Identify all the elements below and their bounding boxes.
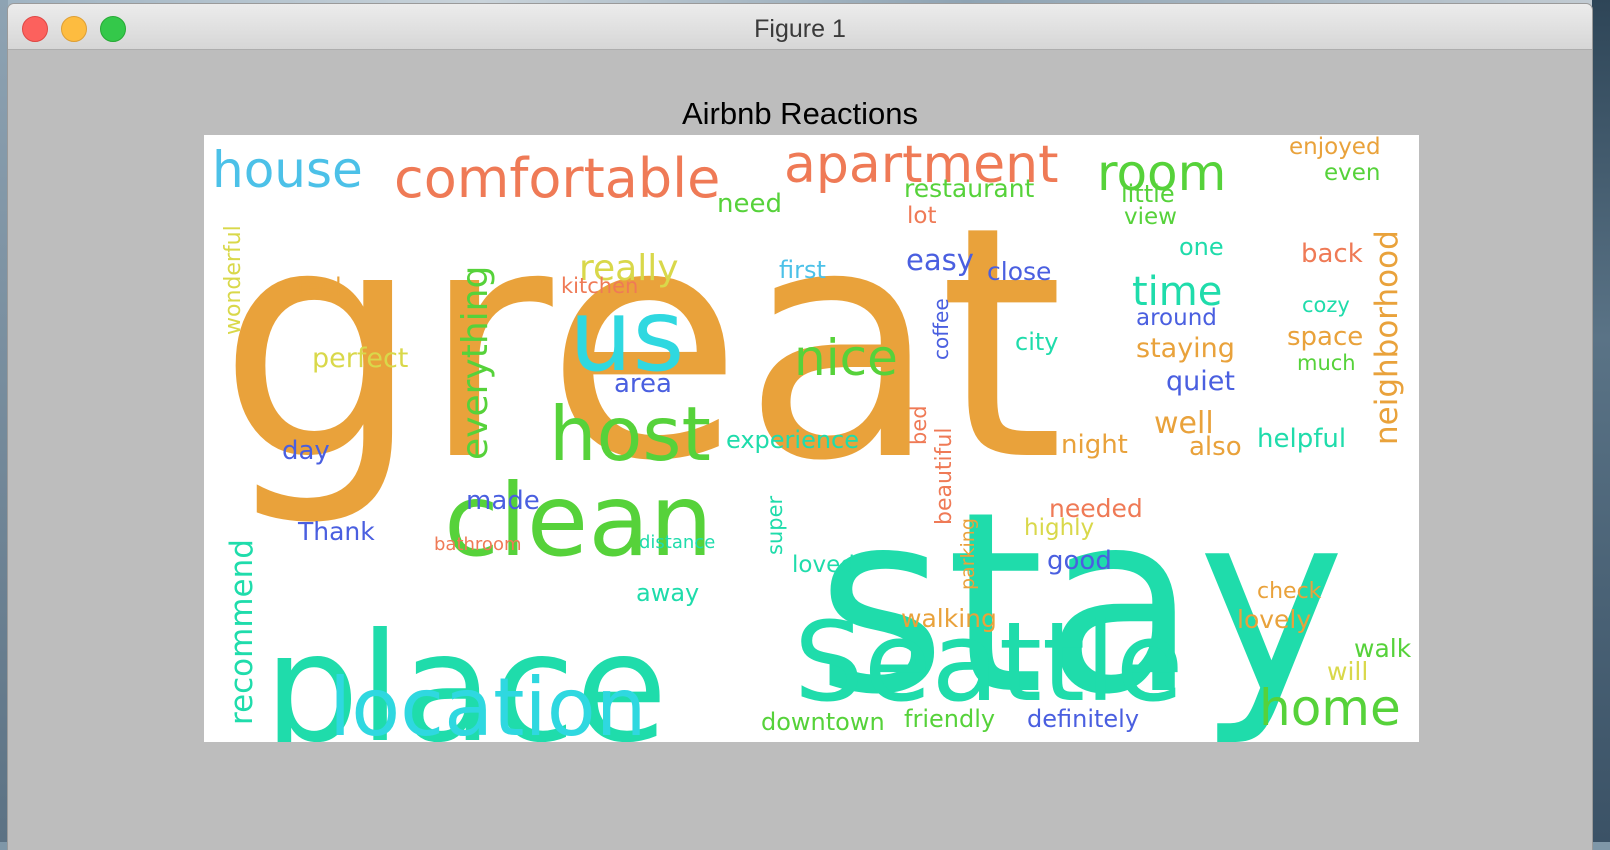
figure-window: Figure 1 Airbnb Reactions great stay place…	[8, 4, 1592, 850]
word-cloud-word: stay	[816, 458, 1345, 742]
word-cloud-word: around	[1136, 305, 1217, 331]
word-cloud-word: close	[987, 257, 1051, 286]
word-cloud-word: also	[1189, 432, 1242, 462]
word-cloud-word: easy	[906, 243, 974, 277]
word-cloud-word: need	[717, 189, 782, 219]
word-cloud-word: walk	[1354, 634, 1412, 663]
title-bar[interactable]: Figure 1	[8, 4, 1592, 50]
word-cloud-word: even	[1324, 160, 1381, 186]
word-cloud-word: away	[636, 579, 699, 607]
word-cloud-word: Thank	[297, 517, 375, 546]
word-cloud-word: apartment	[784, 135, 1059, 195]
word-cloud-word: house	[212, 141, 363, 199]
word-cloud-word: recommend	[224, 539, 260, 725]
close-button[interactable]	[22, 16, 48, 42]
word-cloud-word: much	[1297, 351, 1356, 375]
word-cloud-word: first	[779, 256, 826, 284]
figure-title: Airbnb Reactions	[681, 96, 919, 131]
word-cloud-word: enjoyed	[1289, 135, 1381, 160]
word-cloud-word: everything	[455, 266, 496, 460]
zoom-button[interactable]	[100, 16, 126, 42]
word-cloud-word: friendly	[904, 705, 995, 733]
word-cloud-word: bathroom	[434, 534, 522, 555]
minimize-button[interactable]	[61, 16, 87, 42]
word-cloud-word: distance	[639, 532, 715, 553]
word-cloud-word: little	[1121, 180, 1175, 208]
word-cloud-word: day	[282, 436, 330, 466]
word-cloud-word: restaurant	[904, 174, 1035, 203]
word-cloud-word: clean	[444, 462, 713, 579]
word-cloud-word: lot	[907, 203, 936, 229]
window-title: Figure 1	[754, 15, 846, 43]
word-cloud-word: good	[1047, 546, 1112, 576]
word-cloud-word: bed	[907, 405, 931, 445]
word-cloud-word: feel	[297, 273, 342, 301]
word-cloud-word: made	[466, 486, 540, 516]
word-cloud-word: night	[1061, 430, 1128, 460]
word-cloud-word: wonderful	[221, 225, 246, 335]
word-cloud-word: us	[569, 277, 684, 394]
word-cloud-word: check	[1257, 579, 1322, 604]
word-cloud-word: back	[1301, 239, 1363, 269]
word-cloud-word: coffee	[929, 298, 953, 360]
word-cloud-word: location	[329, 661, 646, 742]
word-cloud-word: downtown	[761, 708, 885, 736]
word-cloud-word: nice	[794, 329, 898, 387]
word-cloud-word: definitely	[1027, 705, 1139, 733]
word-cloud-word: cozy	[1302, 293, 1350, 317]
word-cloud-word: city	[1015, 328, 1058, 356]
word-cloud-word: highly	[1024, 515, 1094, 541]
desktop-background-left	[0, 0, 8, 842]
word-cloud-word: walking	[901, 604, 997, 633]
word-cloud-word: neighborhood	[1369, 230, 1405, 445]
word-cloud-word: staying	[1136, 333, 1235, 364]
word-cloud-word: needed	[1049, 494, 1143, 523]
word-cloud-word: perfect	[312, 343, 408, 374]
word-cloud-word: host	[549, 390, 711, 478]
word-cloud-word: loved	[792, 552, 855, 578]
word-cloud-word: place	[264, 602, 668, 742]
word-cloud-word: space	[1287, 322, 1363, 352]
word-cloud-word: time	[1132, 269, 1222, 315]
word-cloud-word: well	[1154, 406, 1214, 441]
word-cloud-word: kitchen	[561, 274, 638, 298]
word-cloud-word: view	[1124, 204, 1177, 230]
word-cloud-word: parking	[957, 518, 979, 590]
word-cloud-word: will	[1327, 657, 1368, 686]
word-cloud-word: comfortable	[394, 147, 720, 210]
word-cloud-word: quiet	[1166, 366, 1235, 397]
word-cloud-word: lovely	[1237, 605, 1311, 634]
word-cloud-word: room	[1097, 144, 1226, 202]
desktop-background-right	[1592, 0, 1610, 842]
word-cloud-word: one	[1179, 233, 1224, 261]
word-cloud-word: great	[218, 159, 1064, 531]
word-cloud-word: beautiful	[932, 428, 957, 525]
word-cloud-word: helpful	[1257, 424, 1346, 454]
word-cloud-word: home	[1259, 679, 1401, 737]
word-cloud-word: area	[614, 369, 672, 399]
word-cloud-word: Seattle	[794, 598, 1183, 726]
word-cloud-word: super	[763, 495, 787, 555]
word-cloud-word: really	[579, 248, 679, 289]
word-cloud-word: experience	[726, 426, 859, 454]
